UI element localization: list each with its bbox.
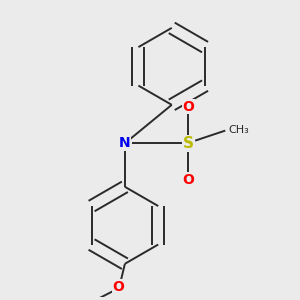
Text: O: O <box>182 100 194 113</box>
Text: O: O <box>182 173 194 187</box>
Text: CH₃: CH₃ <box>229 125 249 135</box>
Text: O: O <box>112 280 124 294</box>
Text: S: S <box>183 136 194 151</box>
Text: N: N <box>119 136 131 150</box>
